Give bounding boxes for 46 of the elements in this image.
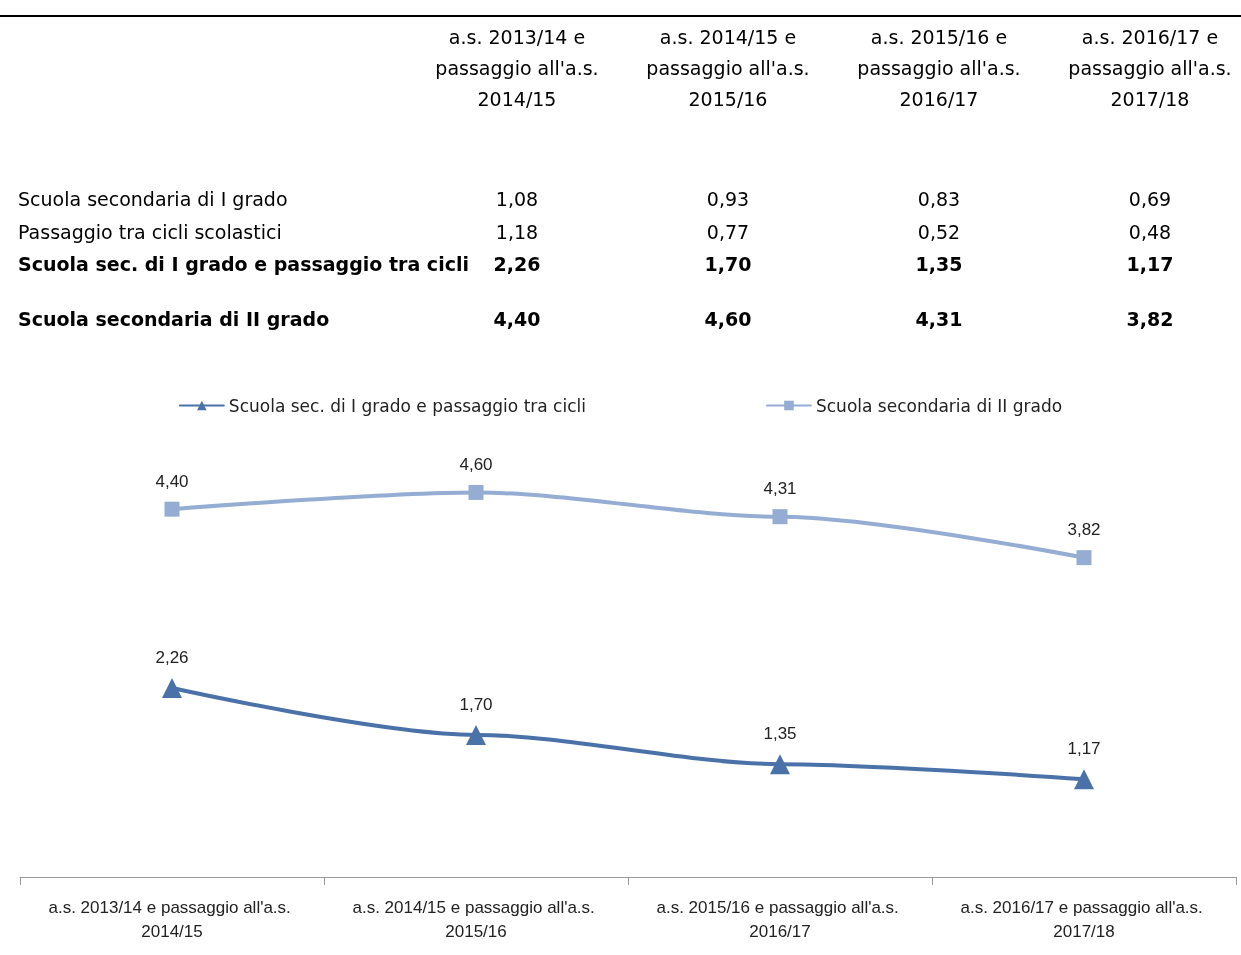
text: Passaggio tra cicli scolastici <box>18 221 282 243</box>
data-label: 0,77 <box>705 221 751 243</box>
data-label: 4,31 <box>914 308 964 330</box>
point <box>162 678 182 699</box>
data-label: 1,17 <box>1067 739 1101 759</box>
category-label: a.s. 2015/16 e passaggio all'a.s. 2016/17 <box>856 25 1022 112</box>
data-label: 1,08 <box>494 188 540 210</box>
point <box>1074 769 1094 790</box>
data-label: 1,35 <box>763 724 797 744</box>
x-tick-label: a.s. 2014/15 e passaggio all'a.s. 2015/16 <box>352 897 600 941</box>
data-label: 4,40 <box>155 471 189 491</box>
data-label: 0,48 <box>1127 221 1173 243</box>
x-tick-label: a.s. 2016/17 e passaggio all'a.s. 2017/18 <box>960 897 1208 941</box>
point <box>770 754 790 775</box>
point <box>466 724 486 745</box>
x-tick-label: a.s. 2015/16 e passaggio all'a.s. 2016/17 <box>656 897 904 941</box>
point <box>1076 550 1092 566</box>
data-label: 4,60 <box>459 454 493 474</box>
data-label: 1,35 <box>914 253 964 275</box>
data-label: 3,82 <box>1125 308 1175 330</box>
data-label: 1,70 <box>459 694 493 714</box>
point <box>772 509 788 525</box>
data-label: 0,83 <box>916 188 962 210</box>
data-label: 0,69 <box>1127 188 1173 210</box>
legend-label: Scuola sec. di I grado e passaggio tra cicli <box>228 395 586 416</box>
point <box>164 501 180 517</box>
category-label: a.s. 2013/14 e passaggio all'a.s. 2014/15 <box>434 25 600 112</box>
data-label: 1,70 <box>703 253 753 275</box>
data-label: 4,31 <box>763 479 797 499</box>
text: Scuola secondaria di I grado <box>18 188 288 210</box>
data-label: 4,60 <box>703 308 753 330</box>
data-label: 2,26 <box>492 253 542 275</box>
text: Scuola sec. di I grado e passaggio tra cicli <box>18 253 469 275</box>
data-label: 1,18 <box>494 221 540 243</box>
data-label: 4,40 <box>492 308 542 330</box>
point <box>468 484 484 500</box>
data-label: 0,52 <box>916 221 962 243</box>
category-label: a.s. 2014/15 e passaggio all'a.s. 2015/16 <box>645 25 811 112</box>
legend-label: Scuola secondaria di II grado <box>815 395 1063 416</box>
x-tick-label: a.s. 2013/14 e passaggio all'a.s. 2014/15 <box>48 897 296 941</box>
data-label: 0,93 <box>705 188 751 210</box>
data-label: 2,26 <box>155 648 189 668</box>
text: Scuola secondaria di II grado <box>18 308 330 330</box>
data-label: 3,82 <box>1067 520 1101 540</box>
data-label: 1,17 <box>1125 253 1175 275</box>
category-label: a.s. 2016/17 e passaggio all'a.s. 2017/18 <box>1067 25 1233 112</box>
